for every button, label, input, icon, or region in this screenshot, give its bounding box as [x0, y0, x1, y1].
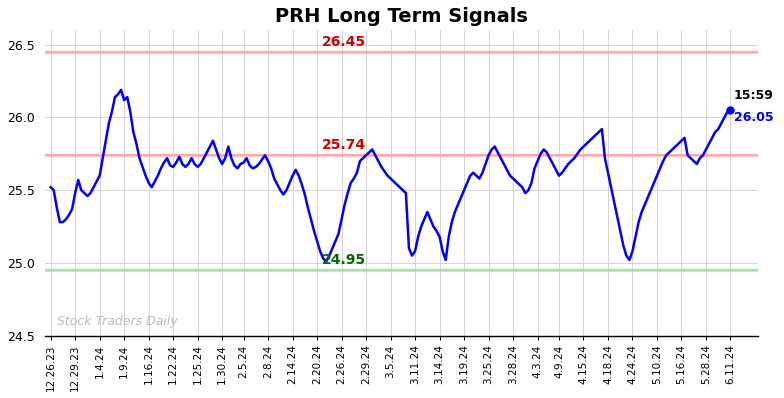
Text: 25.74: 25.74: [322, 139, 366, 152]
Bar: [45, 269, 758, 271]
Text: 15:59: 15:59: [734, 89, 774, 102]
Text: Stock Traders Daily: Stock Traders Daily: [56, 315, 177, 328]
Bar: [45, 154, 758, 156]
Text: 26.45: 26.45: [322, 35, 366, 49]
Bar: [45, 51, 758, 53]
Title: PRH Long Term Signals: PRH Long Term Signals: [275, 7, 528, 26]
Text: 26.05: 26.05: [734, 111, 773, 124]
Text: 24.95: 24.95: [322, 253, 366, 267]
